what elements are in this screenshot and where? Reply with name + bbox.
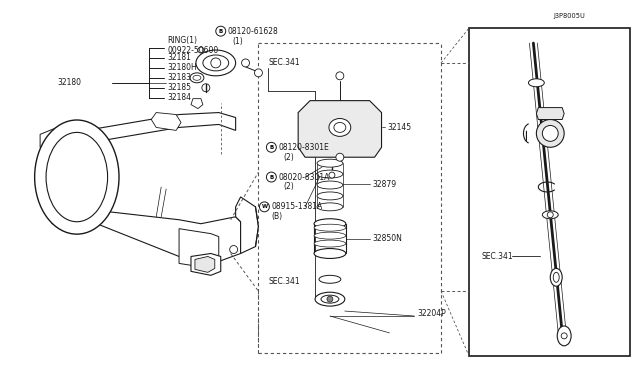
Circle shape [230,246,237,253]
Text: 32180: 32180 [57,78,81,87]
Circle shape [336,72,344,80]
Polygon shape [52,210,92,229]
Polygon shape [151,113,181,131]
Ellipse shape [314,240,346,247]
Ellipse shape [314,219,346,229]
Ellipse shape [46,132,108,222]
Text: 08915-1381A: 08915-1381A [271,202,323,211]
Polygon shape [236,197,259,253]
Polygon shape [92,210,241,262]
Ellipse shape [193,76,201,80]
Polygon shape [191,99,203,109]
Text: 32204P: 32204P [417,308,446,318]
Ellipse shape [529,79,544,87]
Text: 08120-61628: 08120-61628 [228,27,278,36]
Polygon shape [89,154,109,176]
Ellipse shape [314,224,346,231]
Polygon shape [469,28,630,356]
Text: (B): (B) [271,212,282,221]
Circle shape [255,69,262,77]
Ellipse shape [314,232,346,239]
Text: (2): (2) [284,153,294,162]
Circle shape [266,142,276,152]
Text: 32879: 32879 [372,180,397,189]
Circle shape [198,47,204,53]
Text: 08020-8301A: 08020-8301A [278,173,330,182]
Text: 32184: 32184 [167,93,191,102]
Text: SEC.341: SEC.341 [482,252,513,261]
Polygon shape [536,108,564,119]
Circle shape [329,172,335,178]
Ellipse shape [315,292,345,306]
Ellipse shape [536,119,564,147]
Text: B: B [269,145,273,150]
Polygon shape [179,229,219,268]
Circle shape [211,58,221,68]
Ellipse shape [553,272,559,282]
Ellipse shape [203,55,228,71]
Text: 32181: 32181 [167,54,191,62]
Circle shape [216,26,226,36]
Polygon shape [40,128,57,147]
Ellipse shape [317,170,343,178]
Ellipse shape [557,326,571,346]
Circle shape [259,202,269,212]
Ellipse shape [317,192,343,200]
Text: 32183: 32183 [167,73,191,82]
Ellipse shape [329,119,351,137]
Circle shape [266,172,276,182]
Text: B: B [219,29,223,33]
Text: SEC.341: SEC.341 [268,277,300,286]
Polygon shape [195,256,215,272]
Polygon shape [77,113,236,142]
Ellipse shape [542,125,558,141]
Polygon shape [191,253,221,275]
Ellipse shape [317,203,343,211]
Text: 32850N: 32850N [372,234,403,243]
Text: 32145: 32145 [387,123,412,132]
Ellipse shape [196,50,236,76]
Text: (2): (2) [284,183,294,192]
Ellipse shape [542,211,558,219]
Ellipse shape [35,120,119,234]
Text: J3P8005U: J3P8005U [553,13,585,19]
Text: 32180H: 32180H [167,63,197,73]
Ellipse shape [550,268,562,286]
Circle shape [241,59,250,67]
Text: W: W [261,204,268,209]
Text: (1): (1) [233,36,243,46]
Ellipse shape [317,181,343,189]
Circle shape [336,153,344,161]
Text: 00922-50600: 00922-50600 [167,45,218,55]
Text: RING(1): RING(1) [167,36,197,45]
Circle shape [327,296,333,302]
Text: 08120-8301E: 08120-8301E [278,143,329,152]
Ellipse shape [319,275,341,283]
Circle shape [547,212,553,218]
Ellipse shape [334,122,346,132]
Ellipse shape [317,159,343,167]
Text: 32185: 32185 [167,83,191,92]
Ellipse shape [190,73,204,83]
Ellipse shape [321,295,339,303]
Ellipse shape [314,248,346,259]
Text: B: B [269,174,273,180]
Polygon shape [298,101,381,157]
Circle shape [202,84,210,92]
Text: SEC.341: SEC.341 [268,58,300,67]
Circle shape [561,333,567,339]
